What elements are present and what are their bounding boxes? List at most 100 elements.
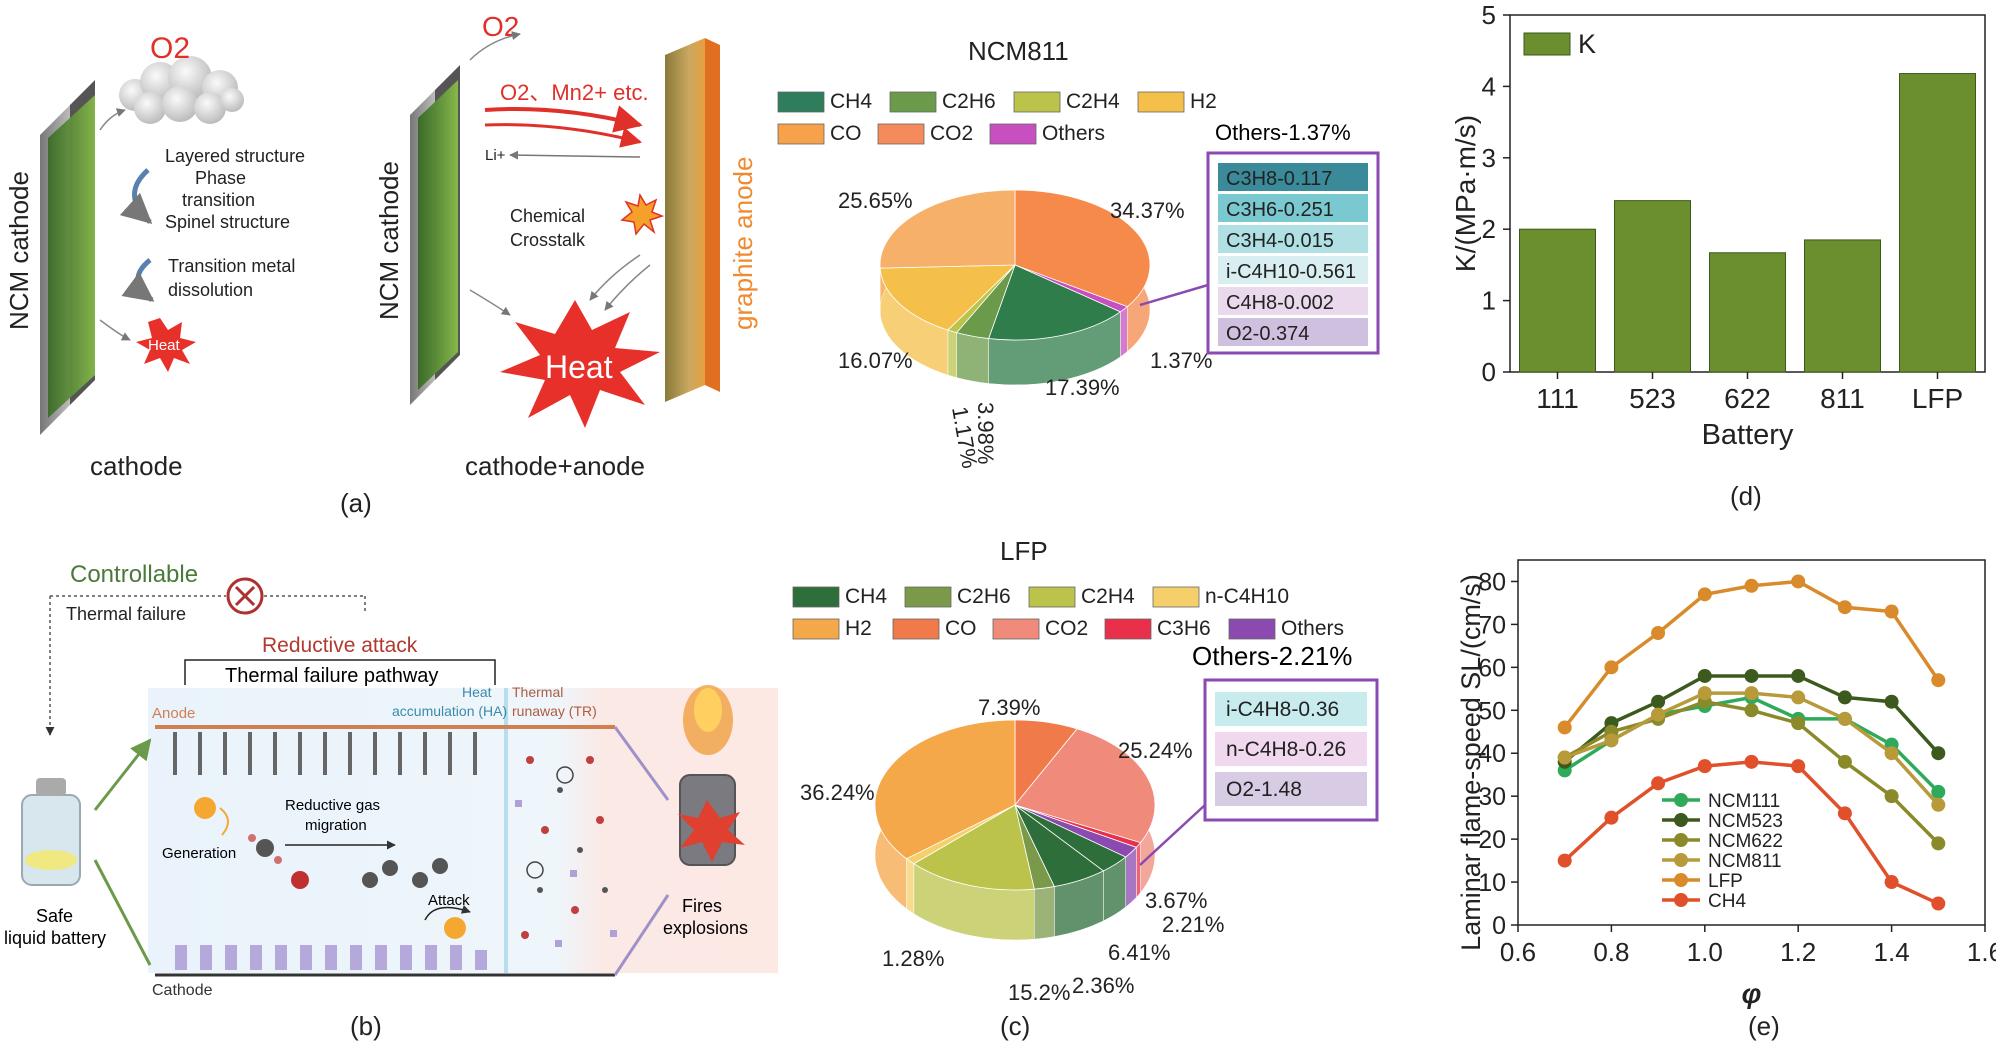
legend-marker: [1674, 813, 1688, 827]
legend-marker: [1674, 873, 1688, 887]
legend-swatch: [792, 586, 840, 608]
y-tick-label: 0: [1482, 357, 1496, 387]
y-tick-label: 50: [1478, 697, 1506, 725]
pie-slice: [913, 804, 1035, 891]
pie-side: [1125, 846, 1137, 908]
legend-label: H2: [845, 617, 872, 640]
pie-side: [947, 329, 957, 378]
safe-label-2: liquid battery: [4, 928, 106, 948]
o2-cloud: [119, 56, 244, 124]
others-row: C3H6-0.251: [1226, 199, 1334, 221]
legend-swatch: [889, 91, 937, 113]
spinel-structure: Spinel structure: [165, 212, 290, 232]
graphite-strands: [173, 732, 477, 775]
data-point: [1884, 694, 1899, 709]
chemical-label: Chemical: [510, 206, 585, 226]
pie-label: 7.39%: [978, 695, 1040, 720]
data-point: [1557, 720, 1572, 735]
electron-icon-2: [444, 917, 466, 939]
bar: [1899, 73, 1976, 373]
data-point: [1744, 703, 1759, 718]
data-point: [1697, 759, 1712, 774]
others-row-bg: [1218, 194, 1368, 222]
fire-battery-icon: [678, 685, 745, 866]
x-axis-label: Battery: [1702, 419, 1794, 451]
legend-marker: [1674, 833, 1688, 847]
legend-label: NCM811: [1708, 851, 1782, 872]
data-point: [1931, 746, 1946, 761]
data-point: [1931, 896, 1946, 911]
x-tick-label: 0.6: [1500, 937, 1536, 967]
data-point: [1744, 686, 1759, 701]
legend-label: C2H6: [957, 585, 1011, 608]
safe-battery-icon: [21, 778, 81, 886]
bar: [1804, 239, 1881, 373]
data-point: [1791, 690, 1806, 705]
li-label: Li+: [485, 147, 506, 164]
x-tick-label: 1.0: [1687, 937, 1723, 967]
lfp-legend: CH4 C2H6 C2H4 n-C4H10 H2 CO CO2 C3H6 Others: [792, 585, 1344, 640]
data-point: [1837, 711, 1852, 726]
others-row-bg: [1218, 318, 1368, 346]
x-tick-label: LFP: [1912, 383, 1963, 414]
legend-label: CO2: [930, 122, 973, 145]
data-point: [1931, 784, 1946, 799]
ha-label-2: accumulation (HA): [392, 703, 507, 719]
ncm811-title: NCM811: [968, 36, 1069, 66]
data-point: [1884, 604, 1899, 619]
others-row: i-C4H10-0.561: [1226, 261, 1356, 283]
curved-arrow-1: [119, 168, 153, 225]
data-point: [1837, 690, 1852, 705]
pie-label: 34.37%: [1110, 198, 1185, 223]
x-circle-icon: [226, 577, 264, 615]
data-point: [1557, 750, 1572, 765]
data-point: [1931, 797, 1946, 812]
x-tick-label: 811: [1820, 383, 1865, 414]
thermal-failure-label: Thermal failure: [66, 604, 186, 624]
bar: [1519, 228, 1596, 373]
data-point: [1837, 806, 1852, 821]
pie-label: 2.36%: [1072, 973, 1134, 998]
others-row-bg: [1218, 225, 1368, 253]
legend-label: C2H6: [942, 90, 996, 113]
anode-label: Anode: [152, 705, 195, 722]
legend-swatch: [1523, 32, 1571, 56]
data-point: [1557, 853, 1572, 868]
pie-slice: [988, 264, 1122, 341]
pie-slice: [874, 719, 1016, 860]
o2-label-right: O2: [482, 11, 519, 42]
y-tick-label: 1: [1482, 286, 1496, 316]
anode-plate: [665, 38, 705, 402]
data-point: [1837, 754, 1852, 769]
rgm-label-1: Reductive gas: [285, 797, 380, 814]
others-row: O2-1.48: [1226, 778, 1302, 801]
ncm-others-title: Others-1.37%: [1215, 120, 1351, 145]
layered-structure: Layered structure: [165, 146, 305, 166]
data-point: [1791, 759, 1806, 774]
legend-swatch: [904, 586, 952, 608]
pie-label: 3.67%: [1145, 888, 1207, 913]
legend-label: C2H4: [1066, 90, 1120, 113]
legend-label: n-C4H10: [1205, 585, 1289, 608]
caption-a: (a): [340, 488, 372, 518]
legend-swatch: [777, 123, 825, 145]
pathway-label: Thermal failure pathway: [225, 665, 438, 687]
data-point: [1884, 875, 1899, 890]
lfp-others-title: Others-2.21%: [1192, 641, 1352, 671]
safe-label-1: Safe: [36, 906, 73, 926]
attack-label: Attack: [428, 892, 470, 909]
pie-label: 15.2%: [1008, 980, 1070, 1005]
others-row: O2-0.374: [1226, 323, 1309, 345]
graphite-anode-label: graphite anode: [728, 157, 758, 330]
generation-label: Generation: [162, 845, 236, 862]
tm-dissolution-2: dissolution: [168, 280, 253, 300]
data-point: [1604, 810, 1619, 825]
pie-label: 25.65%: [838, 188, 913, 213]
tr-label-2: runaway (TR): [512, 703, 597, 719]
y-axis-label: K/(MPa·m/s): [1450, 115, 1481, 272]
legend-swatch: [989, 123, 1037, 145]
legend-label: NCM622: [1708, 831, 1783, 852]
crosstalk-label: Crosstalk: [510, 230, 586, 250]
data-point: [1697, 668, 1712, 683]
